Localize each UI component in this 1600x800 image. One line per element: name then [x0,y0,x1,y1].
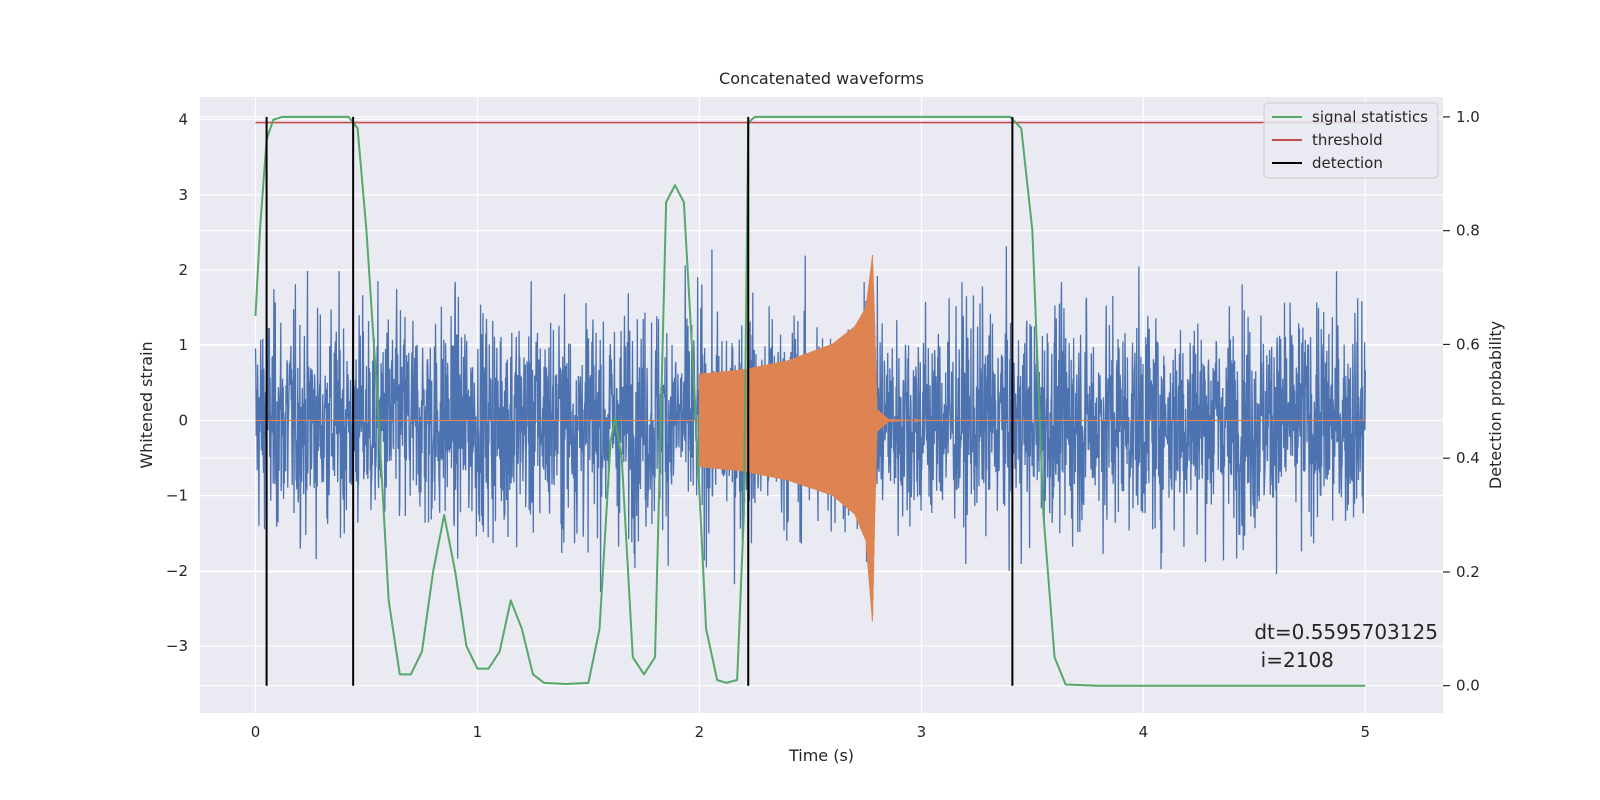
y-left-tick-label: 0 [178,411,188,429]
legend-label: threshold [1312,131,1383,149]
annotation-dt: dt=0.5595703125 [1254,620,1438,644]
signal-statistics-line [254,115,1366,687]
y-right-tick-label: 0.2 [1456,563,1480,581]
legend: signal statistics threshold detection [1263,102,1439,179]
y-right-tick-label: 0.0 [1456,677,1480,695]
annotation: dt=0.5595703125 i=2108 [1254,620,1438,672]
y-left-tick-label: 1 [178,336,188,354]
x-tick-label: 4 [1139,723,1149,741]
y-left-tick-label: 3 [178,186,188,204]
x-axis-label: Time (s) [788,746,854,765]
legend-box [1263,102,1439,179]
y-left-tick-label: −2 [166,562,188,580]
y-axis-left: 4 3 2 1 0 −1 −2 −3 [166,111,188,655]
annotation-index: i=2108 [1254,648,1334,672]
legend-label: signal statistics [1312,108,1428,126]
chirp-waveform-line [255,254,1366,622]
y-axis-right-label: Detection probability [1486,321,1505,489]
x-tick-label: 1 [473,723,483,741]
x-tick-label: 5 [1361,723,1371,741]
grid [200,97,1443,713]
x-axis: 0 1 2 3 4 5 [251,723,1370,741]
x-tick-label: 0 [251,723,261,741]
y-axis-left-label: Whitened strain [137,341,156,468]
series-layer [254,115,1366,687]
y-axis-right: 1.0 0.8 0.6 0.4 0.2 0.0 [1443,108,1480,695]
y-left-tick-label: −1 [166,487,188,505]
y-right-tick-label: 1.0 [1456,108,1480,126]
legend-label: detection [1312,154,1383,172]
y-left-tick-label: 2 [178,261,188,279]
y-left-tick-label: −3 [166,637,188,655]
chart-title: Concatenated waveforms [719,69,924,88]
y-left-tick-label: 4 [178,111,188,129]
y-right-tick-label: 0.8 [1456,222,1480,240]
x-tick-label: 3 [917,723,927,741]
y-right-tick-label: 0.4 [1456,449,1480,467]
y-right-tick-label: 0.6 [1456,335,1480,353]
x-tick-label: 2 [695,723,705,741]
